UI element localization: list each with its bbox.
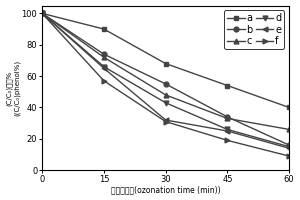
X-axis label: 自氧化时间(ozonation time (min)): 自氧化时间(ozonation time (min)): [111, 185, 220, 194]
d: [226, 128, 229, 131]
b: [102, 53, 106, 55]
Line: e: e: [40, 11, 292, 151]
c: [40, 12, 44, 15]
a: [287, 106, 291, 109]
d: [164, 102, 167, 104]
b: [40, 12, 44, 15]
Line: b: b: [40, 11, 292, 148]
a: [40, 12, 44, 15]
f: [287, 155, 291, 157]
c: [164, 94, 167, 96]
d: [287, 145, 291, 148]
Line: a: a: [40, 11, 292, 110]
e: [164, 119, 167, 121]
f: [102, 80, 106, 82]
Legend: a, b, c, d, e, f: a, b, c, d, e, f: [224, 10, 284, 49]
d: [40, 12, 44, 15]
Y-axis label: (C/C₀)苯酟%
((C/C₀)phenol%): (C/C₀)苯酟% ((C/C₀)phenol%): [6, 60, 20, 116]
a: [164, 62, 167, 65]
e: [40, 12, 44, 15]
e: [226, 130, 229, 132]
f: [40, 12, 44, 15]
e: [287, 147, 291, 149]
Line: f: f: [40, 11, 292, 159]
c: [102, 56, 106, 58]
b: [226, 116, 229, 118]
e: [102, 67, 106, 69]
Line: d: d: [40, 11, 292, 149]
c: [287, 128, 291, 131]
a: [226, 84, 229, 87]
b: [287, 144, 291, 146]
b: [164, 83, 167, 85]
c: [226, 117, 229, 120]
d: [102, 66, 106, 68]
a: [102, 28, 106, 30]
f: [164, 120, 167, 123]
f: [226, 139, 229, 142]
Line: c: c: [40, 11, 292, 132]
